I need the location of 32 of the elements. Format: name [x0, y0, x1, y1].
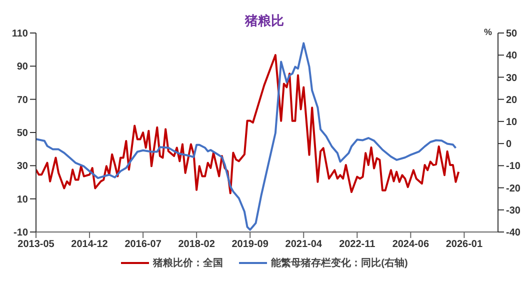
y2-tick-label: 20 [506, 94, 518, 106]
y-tick-label: 50 [16, 128, 28, 140]
y2-tick-label: 40 [506, 50, 518, 62]
y2-tick-label: 50 [506, 28, 518, 40]
y-tick-label: 30 [16, 161, 28, 172]
y2-tick-label: 0 [506, 139, 512, 150]
y2-tick-label: -20 [506, 183, 521, 194]
y2-tick-label: 10 [506, 116, 518, 128]
y-tick-label: 110 [12, 28, 28, 40]
y-tick-label: 10 [16, 194, 28, 206]
x-tick-label: 2018-02 [178, 239, 216, 250]
x-tick-label: 2019-09 [232, 239, 269, 250]
line-series [36, 54, 460, 194]
y2-tick-label: -30 [506, 205, 521, 216]
y2-tick-label: -40 [506, 228, 521, 239]
chart-title: 猪粮比 [245, 13, 284, 28]
x-tick-label: 2016-07 [124, 239, 162, 250]
x-tick-label: 2022-11 [339, 239, 376, 250]
legend-label: 能繁母猪存栏变化：同比(右轴) [271, 256, 408, 270]
y2-tick-label: 30 [506, 72, 518, 84]
x-tick-label: 2014-12 [71, 239, 108, 250]
y2-axis-title: % [484, 27, 492, 37]
y-tick-label: -10 [14, 228, 28, 239]
x-tick-label: 2021-04 [285, 239, 322, 250]
y-tick-label: 90 [16, 62, 28, 73]
x-tick-label: 2026-01 [446, 239, 483, 250]
x-tick-label: 2013-05 [18, 239, 55, 250]
line-series [36, 42, 457, 231]
legend-label: 猪粮比价：全国 [153, 256, 224, 270]
y-tick-label: 70 [16, 94, 28, 106]
y2-tick-label: -10 [506, 161, 521, 172]
x-tick-label: 2024-06 [392, 239, 430, 250]
